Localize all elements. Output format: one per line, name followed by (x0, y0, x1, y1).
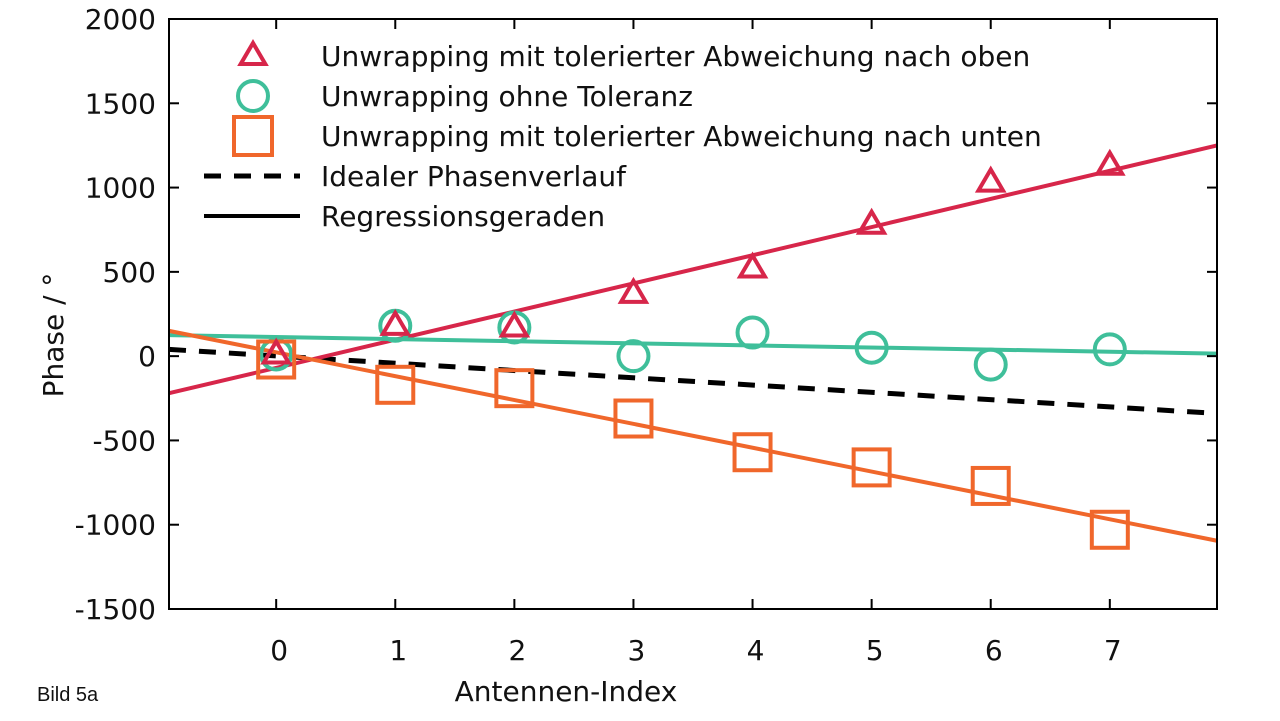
data-point-down (494, 368, 535, 409)
regression-line-none (168, 333, 1218, 356)
legend: Unwrapping mit tolerierter Abweichung na… (204, 39, 1042, 233)
y-tick-label: -1000 (75, 509, 156, 542)
x-tick-label: 6 (985, 634, 1003, 667)
legend-item: Unwrapping ohne Toleranz (236, 79, 693, 113)
legend-label: Unwrapping mit tolerierter Abweichung na… (321, 40, 1030, 73)
legend-swatch-circle (236, 79, 270, 113)
axes-layer: -1500 -1000 -500 0 500 1000 1500 2000 0 1 2 3 4 5 6 7 (75, 3, 1218, 667)
lines-layer (168, 143, 1218, 543)
data-point-down (732, 432, 773, 473)
data-point-down (613, 398, 654, 439)
legend-item: Idealer Phasenverlauf (204, 160, 627, 193)
x-tick-label: 2 (508, 634, 526, 667)
regression-line-up (168, 143, 1218, 396)
legend-item: Unwrapping mit tolerierter Abweichung na… (237, 39, 1030, 73)
data-point-up (498, 310, 531, 338)
legend-item: Unwrapping mit tolerierter Abweichung na… (232, 115, 1042, 157)
figure-caption: Bild 5a (37, 684, 99, 706)
data-point-up (617, 276, 650, 304)
legend-label: Regressionsgeraden (321, 200, 605, 233)
y-tick-label: 500 (103, 256, 156, 289)
legend-swatch-triangle (237, 39, 269, 67)
data-point-up (974, 165, 1007, 193)
data-point-none (973, 347, 1008, 382)
data-point-none (735, 315, 770, 350)
y-tick-label: -500 (92, 424, 156, 457)
x-tick-label: 3 (628, 634, 646, 667)
x-tick-label: 4 (747, 634, 765, 667)
y-tick-label: -1500 (75, 593, 156, 626)
markers-layer (256, 148, 1130, 550)
x-tick-label: 1 (389, 634, 407, 667)
data-point-up (260, 337, 293, 365)
legend-label: Unwrapping ohne Toleranz (321, 80, 693, 113)
x-tick-label: 7 (1104, 634, 1122, 667)
x-axis-label: Antennen-Index (455, 675, 678, 708)
y-tick-label: 1000 (85, 172, 156, 205)
data-point-none (854, 330, 889, 365)
x-tick-label: 5 (866, 634, 884, 667)
regression-line-down (168, 328, 1218, 543)
legend-label: Unwrapping mit tolerierter Abweichung na… (321, 120, 1042, 153)
y-tick-label: 1500 (85, 87, 156, 120)
data-point-up (379, 308, 412, 336)
data-point-up (736, 251, 769, 279)
legend-swatch-square (232, 115, 274, 157)
data-point-up (1093, 148, 1126, 176)
y-tick-label: 0 (138, 340, 156, 373)
legend-item: Regressionsgeraden (204, 200, 605, 233)
y-tick-label: 2000 (85, 3, 156, 36)
legend-label: Idealer Phasenverlauf (321, 160, 627, 193)
data-point-none (616, 339, 651, 374)
data-point-down (375, 364, 416, 405)
data-point-down (1089, 509, 1130, 550)
data-point-down (970, 465, 1011, 506)
data-point-down (851, 447, 892, 488)
y-axis-label: Phase / ° (37, 273, 70, 398)
data-point-up (855, 207, 888, 235)
ideal-phase-line (168, 346, 1218, 416)
plot-frame (168, 18, 1218, 610)
x-tick-label: 0 (270, 634, 288, 667)
data-point-none (1092, 332, 1127, 367)
